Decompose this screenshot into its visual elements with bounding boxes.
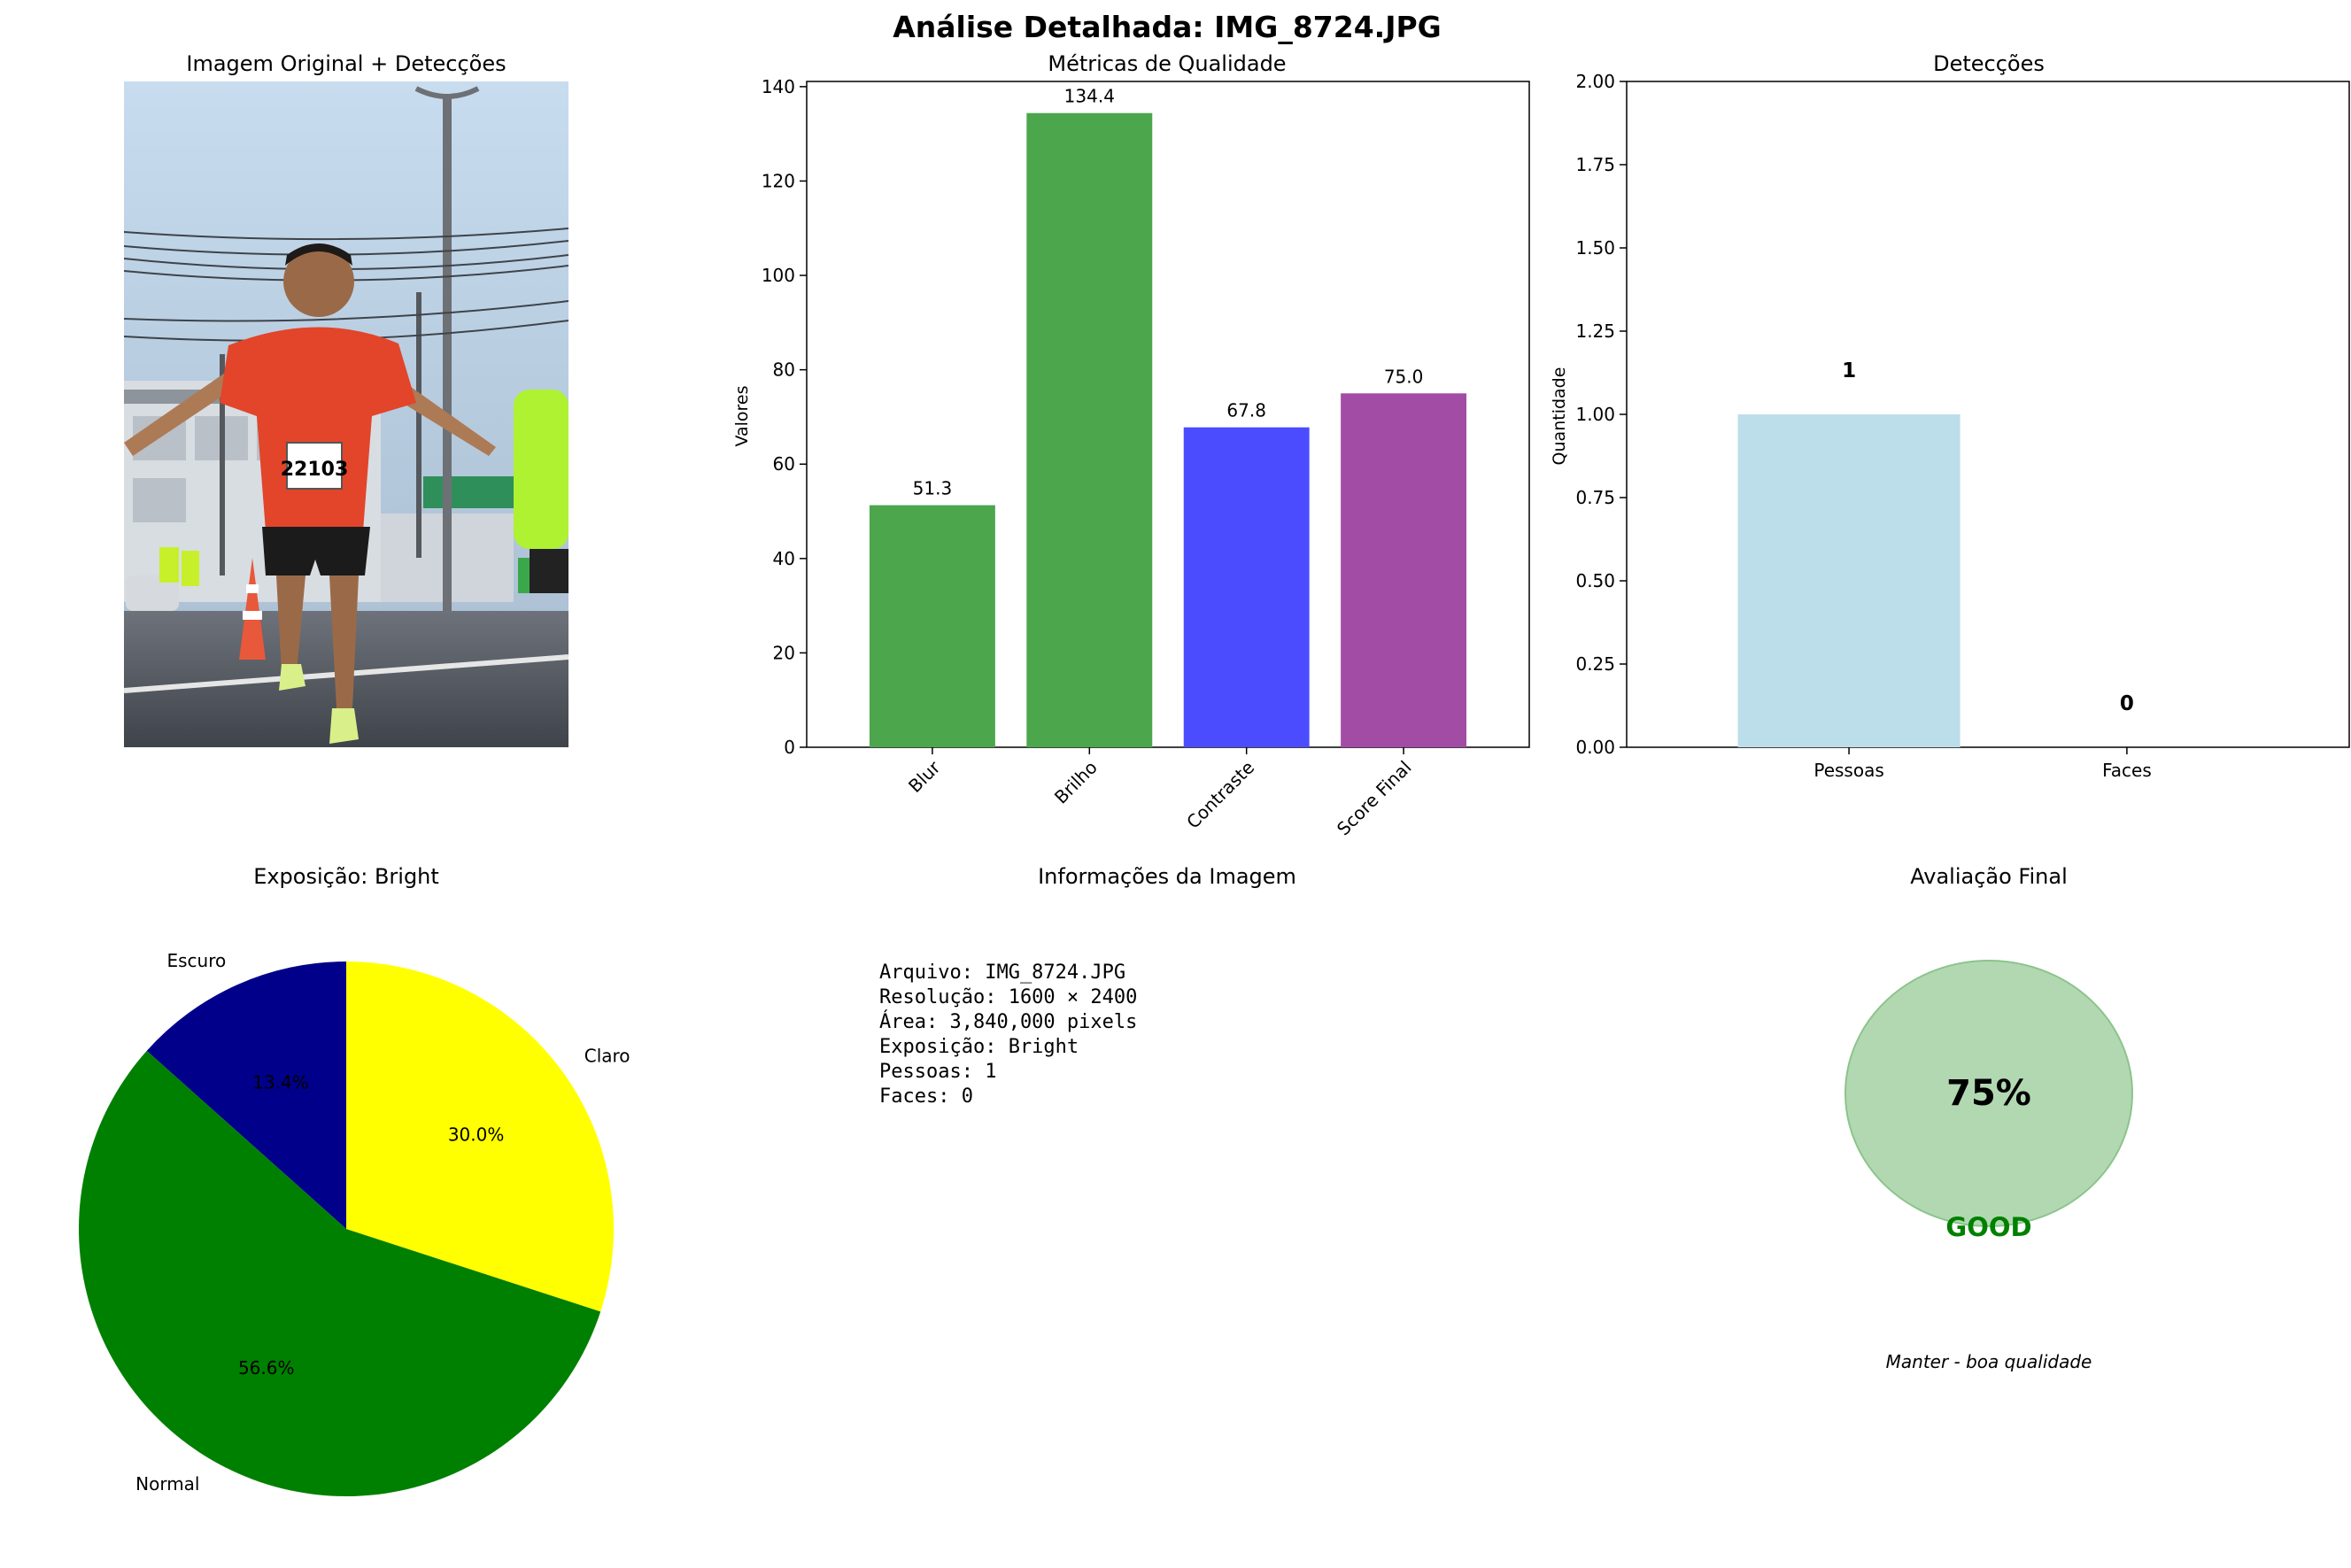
quality-bar	[869, 505, 995, 747]
detections-y-tick-label: 1.00	[1575, 404, 1615, 425]
quality-y-tick-label: 20	[773, 642, 795, 663]
quality-y-tick-label: 40	[773, 548, 795, 569]
quality-x-tick-label: Blur	[904, 756, 945, 797]
exposure-slice-label: Escuro	[166, 950, 226, 971]
detections-y-tick-label: 0.75	[1575, 487, 1615, 508]
image-info-panel: Informações da Imagem Arquivo: IMG_8724.…	[879, 864, 1296, 1108]
quality-bar-value-label: 134.4	[1064, 86, 1115, 107]
bib-number: 22103	[281, 459, 349, 481]
detections-y-tick-label: 0.25	[1575, 653, 1615, 675]
info-line-people: Pessoas: 1	[879, 1061, 996, 1083]
quality-bar	[1341, 393, 1467, 747]
recommendation-text: Manter - boa qualidade	[1886, 1351, 2092, 1372]
detections-bar-value-label: 0	[2120, 692, 2134, 715]
detections-y-tick-label: 1.25	[1575, 321, 1615, 342]
quality-y-tick-label: 120	[762, 170, 795, 191]
exposure-slice-pct: 30.0%	[448, 1124, 505, 1145]
exposure-pie-slice	[146, 962, 346, 1229]
image-info-title: Informações da Imagem	[1038, 864, 1296, 889]
quality-x-tick-label: Brilho	[1050, 757, 1102, 808]
quality-y-tick-label: 0	[784, 737, 795, 758]
figure-title: Análise Detalhada: IMG_8724.JPG	[893, 10, 1442, 44]
exposure-pie-slice	[346, 962, 614, 1312]
detections-bar-value-label: 1	[1842, 359, 1856, 382]
score-percentage: 75%	[1946, 1073, 2031, 1114]
quality-y-tick-label: 140	[762, 76, 795, 97]
quality-x-tick-label: Contraste	[1182, 757, 1258, 833]
quality-bar	[1026, 112, 1153, 747]
quality-y-tick-label: 80	[773, 359, 795, 381]
detections-y-tick-label: 2.00	[1575, 71, 1615, 92]
detections-y-tick-label: 0.00	[1575, 737, 1615, 758]
exposure-pie-chart: Exposição: Bright Escuro 13.4% Normal 56.6%…	[79, 864, 630, 1497]
info-line-resolution: Resolução: 1600 × 2400	[879, 986, 1137, 1008]
quality-grade: GOOD	[1945, 1212, 2031, 1242]
quality-bar-value-label: 67.8	[1226, 400, 1266, 421]
quality-bar-value-label: 75.0	[1384, 366, 1424, 387]
exposure-slice-label: Claro	[584, 1046, 630, 1067]
quality-x-tick-label: Score Final	[1333, 757, 1416, 840]
detections-y-tick-label: 1.75	[1575, 154, 1615, 175]
detections-y-axis-label: Quantidade	[1550, 367, 1569, 466]
exposure-slice-label: Normal	[135, 1473, 199, 1495]
final-evaluation-panel: Avaliação Final 75% GOOD Manter - boa qu…	[1844, 864, 2133, 1372]
photo-runner: 22103	[124, 81, 568, 747]
detections-y-tick-label: 1.50	[1575, 237, 1615, 259]
info-line-faces: Faces: 0	[879, 1085, 973, 1108]
quality-bar-value-label: 51.3	[913, 478, 953, 499]
score-circle	[1844, 960, 2133, 1227]
detections-y-tick-label: 0.50	[1575, 570, 1615, 591]
quality-chart-title: Métricas de Qualidade	[1048, 51, 1286, 76]
detections-chart: Detecções Quantidade 0.00 0.25 0.50 0.75 1.0…	[1550, 51, 2350, 781]
quality-y-tick-label: 60	[773, 453, 795, 475]
final-evaluation-title: Avaliação Final	[1910, 864, 2068, 889]
detections-x-tick-label: Faces	[2102, 760, 2152, 781]
exposure-slice-pct: 13.4%	[252, 1072, 309, 1093]
detections-chart-title: Detecções	[1933, 51, 2045, 76]
image-panel-title: Imagem Original + Detecções	[186, 51, 506, 76]
detections-bar	[1737, 414, 1960, 747]
detections-plot-frame	[1626, 81, 2350, 748]
quality-bar	[1183, 427, 1310, 747]
exposure-pie-slice	[79, 1050, 601, 1497]
info-line-area: Área: 3,840,000 pixels	[879, 1010, 1137, 1033]
quality-y-axis-label: Valores	[732, 385, 752, 446]
detections-x-tick-label: Pessoas	[1814, 760, 1883, 781]
exposure-slice-pct: 56.6%	[238, 1357, 295, 1379]
info-line-exposure: Exposição: Bright	[879, 1036, 1079, 1058]
quality-metrics-chart: Métricas de Qualidade Valores 0 20 40 60 80 1…	[732, 51, 1530, 840]
quality-y-tick-label: 100	[762, 265, 795, 286]
quality-plot-frame	[806, 81, 1530, 748]
info-line-file: Arquivo: IMG_8724.JPG	[879, 962, 1125, 984]
exposure-chart-title: Exposição: Bright	[253, 864, 439, 889]
